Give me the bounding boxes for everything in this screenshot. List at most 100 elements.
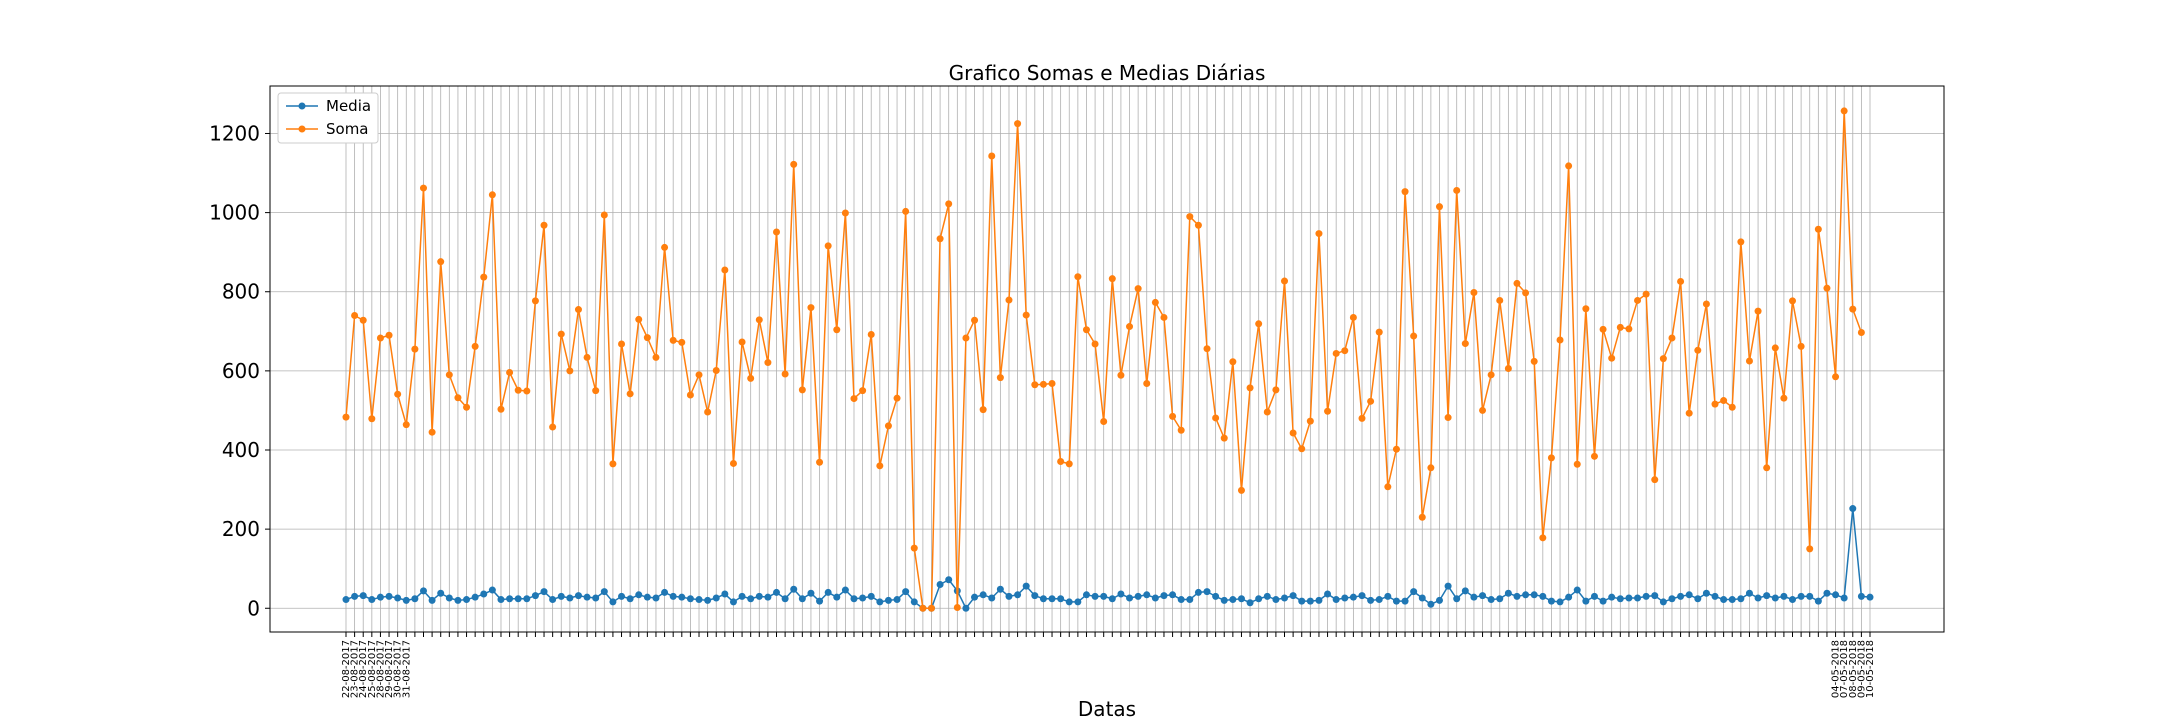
data-point-soma — [609, 460, 617, 468]
data-point-media — [1444, 582, 1452, 590]
y-tick-label: 200 — [222, 517, 260, 541]
data-point-soma — [936, 235, 944, 243]
data-point-soma — [1237, 486, 1245, 494]
x-tick-label: 29-08-2017 — [384, 640, 395, 698]
data-point-media — [936, 581, 944, 589]
data-point-media — [902, 588, 910, 596]
data-point-soma — [1780, 394, 1788, 402]
data-point-media — [1341, 594, 1349, 602]
data-point-soma — [497, 405, 505, 413]
data-point-soma — [635, 315, 643, 323]
data-point-media — [1702, 589, 1710, 597]
data-point-soma — [1074, 273, 1082, 281]
data-point-media — [643, 593, 651, 601]
data-point-media — [592, 594, 600, 602]
data-point-soma — [1186, 213, 1194, 221]
data-point-soma — [686, 391, 694, 399]
data-point-soma — [1065, 460, 1073, 468]
data-point-media — [1134, 592, 1142, 600]
data-point-media — [428, 596, 436, 604]
data-point-media — [695, 596, 703, 604]
data-point-media — [1143, 591, 1151, 599]
data-point-media — [394, 594, 402, 602]
data-point-soma — [824, 242, 832, 250]
legend: Media Soma — [277, 92, 379, 144]
data-point-soma — [1651, 476, 1659, 484]
data-point-media — [1186, 596, 1194, 604]
data-point-media — [1315, 596, 1323, 604]
x-tick-label: 31-08-2017 — [401, 640, 412, 698]
data-point-soma — [480, 273, 488, 281]
data-point-media — [807, 589, 815, 597]
data-point-soma — [1702, 300, 1710, 308]
data-point-soma — [1634, 296, 1642, 304]
data-point-soma — [798, 386, 806, 394]
data-point-soma — [893, 394, 901, 402]
legend-label-media: Media — [326, 97, 371, 115]
data-point-soma — [1659, 355, 1667, 363]
data-point-soma — [1263, 408, 1271, 416]
data-point-soma — [618, 340, 626, 348]
data-point-media — [1590, 592, 1598, 600]
data-point-media — [979, 591, 987, 599]
data-point-soma — [1823, 284, 1831, 292]
data-point-soma — [1539, 534, 1547, 542]
data-point-soma — [600, 211, 608, 219]
data-point-media — [816, 597, 824, 605]
data-point-soma — [1367, 397, 1375, 405]
data-point-media — [557, 592, 565, 600]
data-point-media — [867, 592, 875, 600]
data-point-media — [1367, 596, 1375, 604]
x-tick-label: 23-08-2017 — [350, 640, 361, 698]
data-point-soma — [884, 422, 892, 430]
data-point-soma — [394, 390, 402, 398]
data-point-soma — [488, 191, 496, 199]
x-tick-label: 04-05-2018 — [1831, 640, 1842, 698]
data-point-soma — [704, 408, 712, 416]
data-point-media — [368, 596, 376, 604]
data-point-soma — [902, 207, 910, 215]
data-point-media — [1504, 589, 1512, 597]
data-point-soma — [351, 311, 359, 319]
data-point-soma — [540, 221, 548, 229]
data-point-soma — [971, 316, 979, 324]
data-point-soma — [859, 387, 867, 395]
data-point-soma — [1797, 342, 1805, 350]
data-point-media — [1840, 594, 1848, 602]
data-point-media — [962, 604, 970, 612]
data-point-media — [1668, 595, 1676, 603]
data-point-soma — [1599, 325, 1607, 333]
data-point-soma — [1496, 296, 1504, 304]
data-point-media — [1082, 591, 1090, 599]
data-point-soma — [1358, 414, 1366, 422]
data-point-media — [1324, 590, 1332, 598]
data-point-soma — [1410, 332, 1418, 340]
data-point-media — [1797, 592, 1805, 600]
data-point-media — [1470, 593, 1478, 601]
y-tick-label: 800 — [222, 280, 260, 304]
data-point-media — [729, 598, 737, 606]
data-point-media — [678, 593, 686, 601]
data-point-soma — [712, 366, 720, 374]
data-point-soma — [411, 345, 419, 353]
data-point-media — [1298, 597, 1306, 605]
data-point-soma — [1298, 445, 1306, 453]
data-point-soma — [566, 367, 574, 375]
data-point-media — [1659, 598, 1667, 606]
data-point-soma — [376, 334, 384, 342]
data-point-soma — [1246, 384, 1254, 392]
data-point-soma — [1151, 298, 1159, 306]
data-point-media — [1771, 594, 1779, 602]
data-point-media — [454, 596, 462, 604]
data-point-soma — [1754, 307, 1762, 315]
data-point-media — [893, 596, 901, 604]
data-point-soma — [557, 330, 565, 338]
data-point-soma — [695, 371, 703, 379]
data-point-media — [841, 586, 849, 594]
data-point-media — [1522, 591, 1530, 599]
data-point-soma — [1444, 414, 1452, 422]
data-point-soma — [1728, 403, 1736, 411]
data-point-soma — [850, 395, 858, 403]
data-point-media — [1530, 591, 1538, 599]
x-tick-label: 09-05-2018 — [1856, 640, 1867, 698]
